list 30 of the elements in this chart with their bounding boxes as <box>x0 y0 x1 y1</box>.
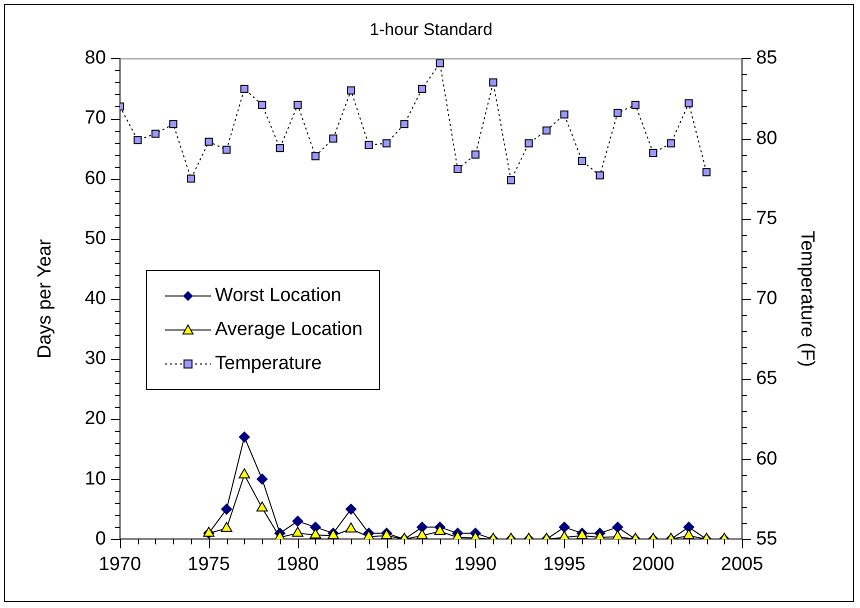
y-tick-label: 30 <box>84 348 106 370</box>
x-tick-label: 1995 <box>543 554 586 575</box>
y-tick-label: 40 <box>84 288 106 310</box>
x-tick-label: 1970 <box>98 554 142 575</box>
y2-tick-label: 65 <box>756 368 778 390</box>
x-tick-label: 2005 <box>720 554 764 575</box>
y2-tick-label: 80 <box>756 128 778 149</box>
y-tick-label: 0 <box>95 528 106 550</box>
x-tick-label: 1990 <box>454 554 497 575</box>
y-tick-label: 20 <box>84 408 106 430</box>
legend-label: Temperature <box>215 352 322 376</box>
y2-tick-label: 55 <box>756 528 778 550</box>
y-tick-label: 50 <box>84 228 106 249</box>
y-axis-title: Days per Year <box>34 238 56 358</box>
y-tick-label: 70 <box>84 108 106 129</box>
y2-tick-label: 85 <box>756 48 778 69</box>
y-tick-label: 10 <box>84 468 106 490</box>
y2-tick-label: 70 <box>756 288 778 310</box>
chart-title: 1-hour Standard <box>370 20 492 39</box>
legend-label: Worst Location <box>215 284 342 308</box>
x-tick-label: 1985 <box>365 554 408 575</box>
y2-tick-label: 60 <box>756 448 778 470</box>
x-tick-label: 1980 <box>276 554 319 575</box>
x-tick-label: 2000 <box>632 554 674 575</box>
y-tick-label: 80 <box>84 48 106 69</box>
legend-label: Average Location <box>215 318 363 342</box>
y2-axis-title: Temperature (F) <box>796 230 818 367</box>
x-tick-label: 1975 <box>188 554 230 575</box>
y-tick-label: 60 <box>84 168 106 189</box>
y2-tick-label: 75 <box>756 208 778 229</box>
